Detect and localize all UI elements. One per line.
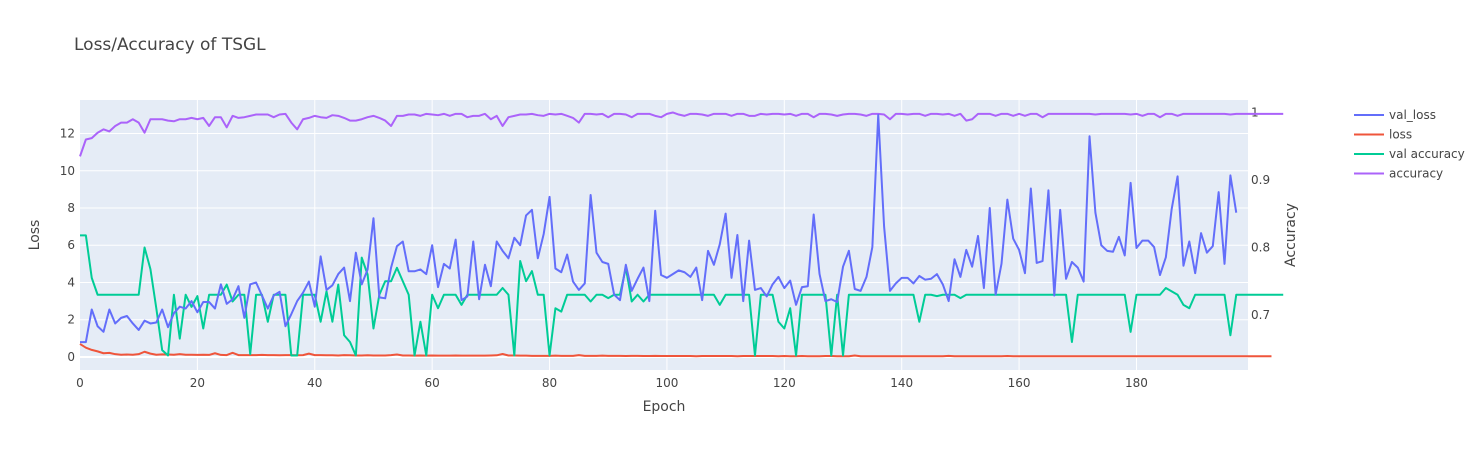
y-tick-label: 10 <box>60 164 75 178</box>
series-lines <box>79 111 1284 358</box>
x-tick-label: 80 <box>542 376 557 390</box>
y-tick-label: 12 <box>60 127 75 141</box>
x-tick-label: 140 <box>890 376 913 390</box>
x-tick-label: 160 <box>1008 376 1031 390</box>
x-tick-label: 40 <box>307 376 322 390</box>
y2-axis-title: Accuracy <box>1283 203 1299 267</box>
y2-tick-label: 1 <box>1251 105 1259 119</box>
y2-axis-ticks: 0.7 0.8 0.9 1 <box>1251 105 1270 321</box>
y-axis-title: Loss <box>27 220 43 251</box>
y-tick-label: 8 <box>67 201 75 215</box>
x-tick-label: 120 <box>773 376 796 390</box>
legend-label-val-loss: val_loss <box>1389 108 1436 122</box>
series-line-accuracy <box>79 111 1284 157</box>
x-tick-label: 180 <box>1125 376 1148 390</box>
x-axis-ticks: 0 20 40 60 80 100 120 140 160 180 <box>76 376 1148 390</box>
plot-area <box>80 100 1248 370</box>
y-tick-label: 2 <box>67 313 75 327</box>
x-tick-label: 20 <box>190 376 205 390</box>
y2-tick-label: 0.9 <box>1251 173 1270 187</box>
series-line-loss <box>79 343 1272 358</box>
gridlines <box>80 100 1248 370</box>
chart-title: Loss/Accuracy of TSGL <box>74 35 266 55</box>
y-axis-ticks: 0 2 4 6 8 10 12 <box>60 127 75 364</box>
legend-label-accuracy: accuracy <box>1389 167 1443 181</box>
y-tick-label: 6 <box>67 238 75 252</box>
legend-label-val-accuracy: val accuracy <box>1389 147 1465 161</box>
y-tick-label: 4 <box>67 275 75 289</box>
x-axis-title: Epoch <box>643 399 686 415</box>
legend-label-loss: loss <box>1389 128 1412 142</box>
y-tick-label: 0 <box>67 350 75 364</box>
y2-tick-label: 0.7 <box>1251 308 1270 322</box>
y2-tick-label: 0.8 <box>1251 240 1270 254</box>
x-tick-label: 100 <box>655 376 678 390</box>
x-tick-label: 60 <box>425 376 440 390</box>
series-line-val-loss <box>80 113 1238 344</box>
x-tick-label: 0 <box>76 376 84 390</box>
